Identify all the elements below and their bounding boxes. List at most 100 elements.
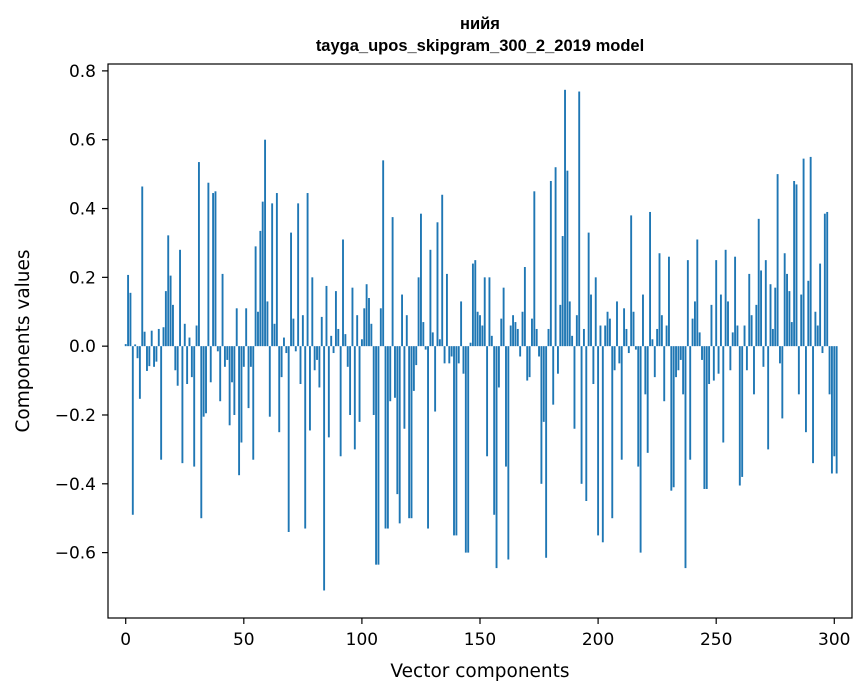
bar-140 [455,346,458,536]
bar-186 [564,89,566,347]
bar-101 [363,308,366,347]
bar-70 [290,232,292,347]
bar-106 [375,346,378,565]
bar-218 [639,346,642,553]
bar-294 [819,263,822,347]
bar-69 [287,346,290,532]
bar-15 [160,346,163,460]
bar-268 [757,218,760,347]
bar-247 [708,346,711,385]
bar-85 [325,285,328,347]
bar-142 [460,301,463,347]
bar-80 [313,346,316,371]
bar-87 [330,335,333,347]
bar-267 [755,304,758,347]
bar-111 [386,346,389,529]
bar-16 [162,327,165,347]
bar-168 [521,311,524,347]
y-tick-label-7: 0.8 [69,62,96,82]
bar-77 [306,193,309,347]
bar-121 [410,346,413,519]
bar-22 [176,346,179,386]
bar-271 [764,260,767,347]
bar-108 [379,308,382,347]
bar-153 [486,346,489,457]
bar-97 [353,346,356,450]
bar-204 [606,311,609,347]
bar-269 [760,270,763,347]
bar-190 [573,346,576,429]
bar-185 [561,236,564,347]
bar-183 [557,346,559,374]
bar-72 [294,346,297,352]
bar-210 [620,346,623,460]
bar-201 [599,325,602,347]
bar-79 [311,277,314,347]
bar-90 [337,328,340,347]
bar-151 [481,325,484,347]
bar-200 [597,346,600,536]
bar-236 [682,346,685,395]
bar-139 [453,346,455,536]
bar-288 [805,346,807,433]
bar-39 [216,346,219,352]
x-tick-label-250: 250 [700,630,732,650]
bar-131 [434,346,437,412]
bar-123 [415,346,418,366]
bar-86 [327,346,330,438]
bar-35 [207,182,210,347]
bar-104 [370,323,373,347]
bar-229 [665,325,668,347]
bar-24 [181,346,184,464]
bar-290 [809,156,812,347]
bar-98 [356,315,359,347]
bar-129 [429,249,432,347]
bar-251 [717,346,720,374]
bar-224 [653,346,656,378]
bar-295 [821,346,824,354]
bar-275 [774,287,777,347]
bar-299 [830,346,833,474]
x-tick-label-150: 150 [464,630,496,650]
bar-254 [724,249,727,347]
bar-213 [627,346,630,354]
bar-196 [587,232,590,347]
bar-199 [594,277,597,347]
bar-4 [134,344,137,347]
bar-187 [566,170,569,347]
chart-title-line2: tayga_upos_skipgram_300_2_2019 model [316,37,644,55]
bar-47 [235,308,238,347]
y-tick-label-1: −0.4 [55,475,96,495]
bar-273 [769,284,772,347]
bar-174 [535,328,538,347]
bar-240 [691,318,694,347]
bar-128 [427,346,429,529]
bar-53 [249,346,252,367]
bar-259 [736,325,739,347]
y-axis-ticks: −0.6 −0.4 −0.2 0.0 0.2 0.4 0.6 0.8 [55,62,108,564]
bar-102 [365,284,368,347]
bar-257 [731,332,734,347]
bar-265 [750,315,753,347]
bar-135 [443,346,446,364]
bar-21 [174,346,177,371]
bar-114 [394,346,396,398]
bar-5 [136,346,139,359]
bar-50 [242,346,245,367]
bar-100 [360,339,363,347]
bar-13 [155,346,158,362]
bar-241 [693,301,696,347]
bar-175 [538,346,540,357]
bar-297 [826,211,829,347]
bar-289 [807,280,810,347]
bar-136 [445,273,448,347]
bar-227 [660,315,663,347]
bar-246 [705,346,708,489]
bar-284 [795,184,798,347]
bar-301 [835,346,838,474]
bar-191 [575,315,578,347]
bar-126 [422,322,425,347]
bar-66 [280,346,283,378]
bar-122 [412,346,415,391]
bar-270 [762,346,765,367]
